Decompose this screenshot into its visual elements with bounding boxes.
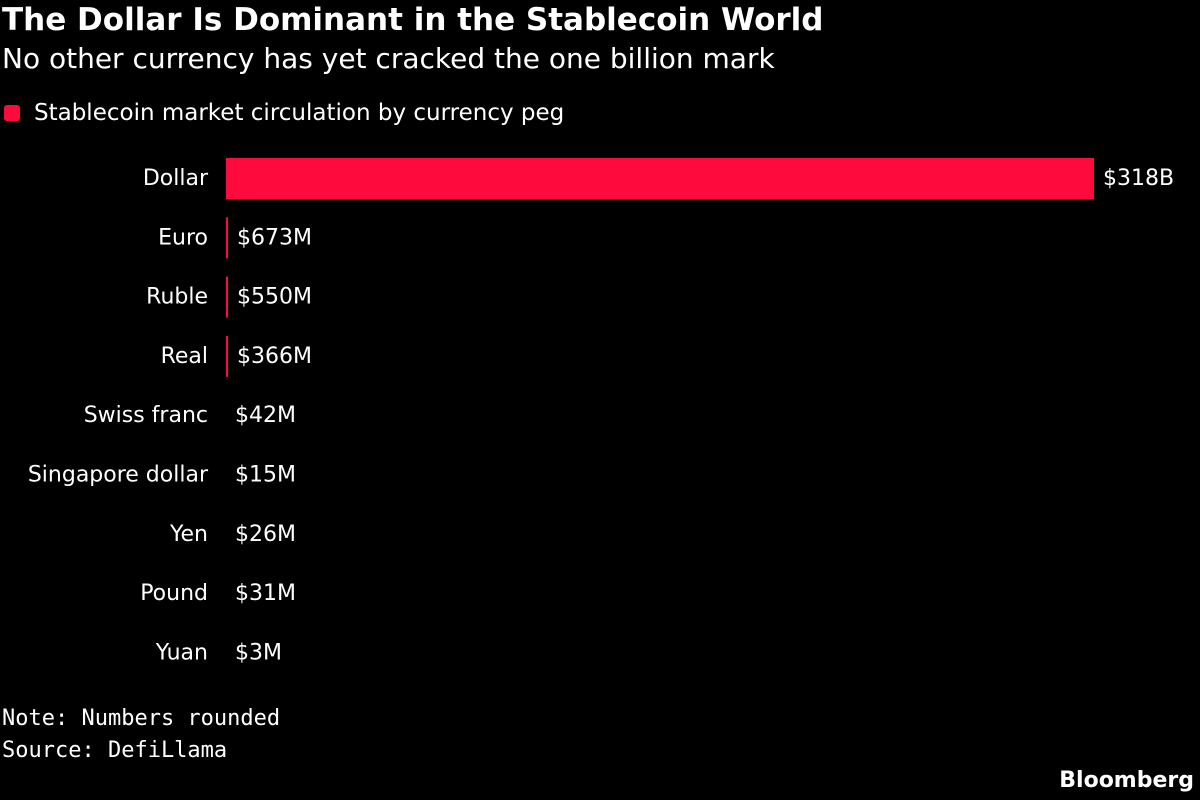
- value-label: $15M: [235, 463, 296, 488]
- chart-note: Note: Numbers rounded: [2, 706, 281, 731]
- value-label: $3M: [235, 640, 282, 665]
- chart-title: The Dollar Is Dominant in the Stablecoin…: [2, 2, 824, 38]
- category-label: Singapore dollar: [28, 463, 209, 488]
- bloomberg-logo: Bloomberg: [1059, 768, 1194, 793]
- legend: Stablecoin market circulation by currenc…: [4, 98, 564, 128]
- category-label: Swiss franc: [84, 403, 208, 428]
- category-label: Yen: [169, 522, 208, 547]
- value-label: $31M: [235, 581, 296, 606]
- value-label: $42M: [235, 403, 296, 428]
- bar: [226, 276, 228, 318]
- category-label: Pound: [140, 581, 208, 606]
- category-label: Euro: [158, 225, 208, 250]
- value-label: $366M: [237, 344, 312, 369]
- chart-source: Source: DefiLlama: [2, 738, 228, 763]
- value-label: $673M: [237, 225, 312, 250]
- category-label: Real: [161, 344, 208, 369]
- value-label: $26M: [235, 522, 296, 547]
- legend-label: Stablecoin market circulation by currenc…: [34, 100, 565, 126]
- chart-subtitle: No other currency has yet cracked the on…: [2, 42, 775, 75]
- category-label: Dollar: [143, 166, 209, 191]
- legend-swatch: [4, 105, 20, 121]
- value-label: $318B: [1103, 166, 1174, 191]
- value-label: $550M: [237, 285, 312, 310]
- category-label: Yuan: [155, 640, 208, 665]
- bar: [226, 217, 228, 259]
- category-label: Ruble: [146, 285, 208, 310]
- bar: [226, 158, 1094, 199]
- bar: [226, 335, 228, 377]
